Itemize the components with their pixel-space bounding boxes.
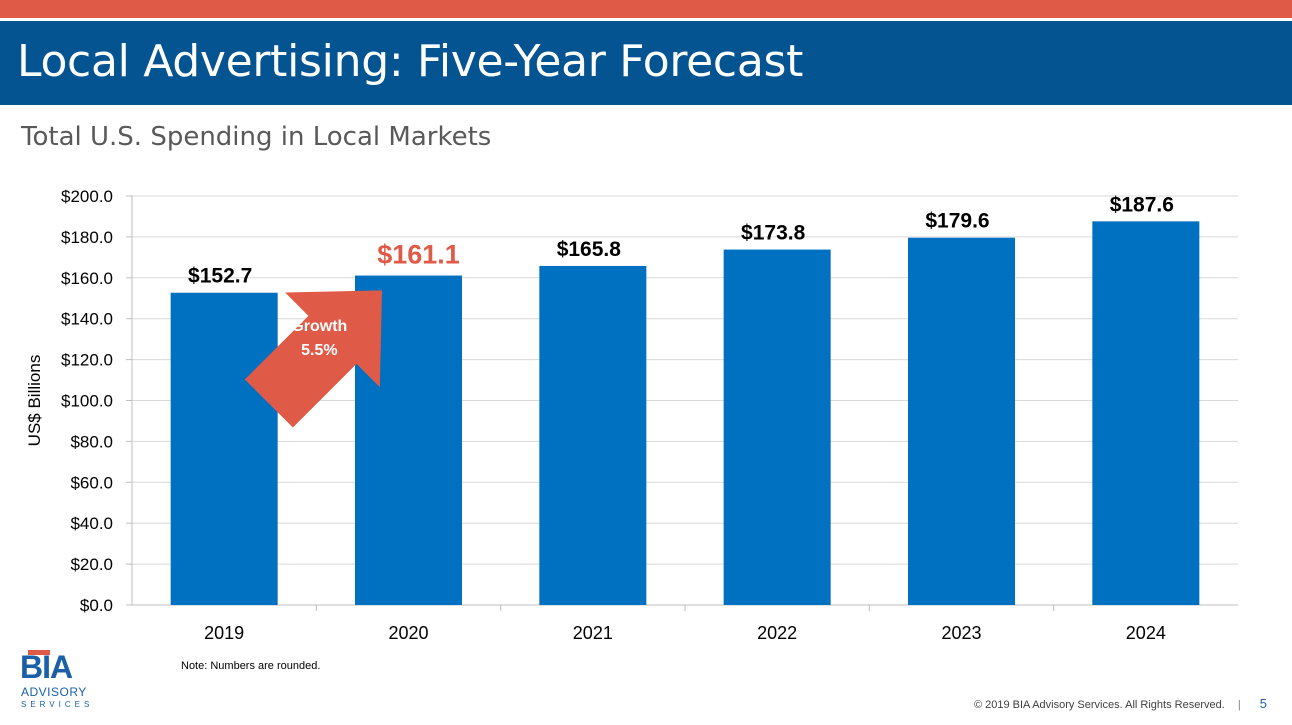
logo-advisory-text: ADVISORY	[21, 685, 87, 699]
x-tick-label: 2022	[757, 623, 797, 643]
title-bar: Local Advertising: Five-Year Forecast	[0, 21, 1292, 105]
page-number: 5	[1259, 696, 1267, 711]
y-tick-label: $140.0	[61, 310, 113, 329]
y-tick-label: $160.0	[61, 269, 113, 288]
growth-arrow-shape	[244, 290, 382, 428]
footer: © 2019 BIA Advisory Services. All Rights…	[974, 696, 1267, 711]
page-title: Local Advertising: Five-Year Forecast	[17, 36, 804, 87]
y-tick-label: $100.0	[61, 392, 113, 411]
bar-2021	[539, 265, 647, 605]
y-tick-label: $200.0	[61, 187, 113, 206]
logo-services-text: SERVICES	[21, 700, 94, 709]
x-tick-label: 2021	[573, 623, 613, 643]
x-tick-label: 2020	[388, 623, 428, 643]
x-tick-label: 2023	[941, 623, 981, 643]
top-accent-stripe	[0, 0, 1292, 18]
logo-bia-text: BIA	[20, 649, 73, 685]
y-tick-label: $180.0	[61, 228, 113, 247]
data-label-2023: $179.6	[925, 210, 989, 233]
x-tick-label: 2019	[204, 623, 244, 643]
bar-2023	[908, 237, 1015, 605]
bar-2024	[1092, 221, 1200, 605]
x-tick-label: 2024	[1126, 623, 1166, 643]
growth-annotation-label: Growth	[291, 318, 347, 335]
stripe-divider	[0, 18, 1292, 21]
copyright-text: © 2019 BIA Advisory Services. All Rights…	[973, 699, 1225, 711]
y-tick-label: $20.0	[70, 555, 113, 574]
data-label-2024: $187.6	[1110, 193, 1174, 216]
y-tick-label: $120.0	[61, 351, 113, 370]
rounding-note: Note: Numbers are rounded.	[181, 660, 321, 672]
logo-accent-mark	[28, 650, 50, 655]
bar-2019	[170, 292, 278, 605]
bar-2022	[723, 249, 831, 605]
data-label-2019: $152.7	[188, 265, 252, 288]
y-tick-label: $40.0	[70, 514, 113, 533]
y-tick-label: $60.0	[70, 473, 113, 492]
growth-arrow	[244, 290, 382, 428]
footer-separator: |	[1237, 699, 1241, 711]
data-label-2021: $165.8	[557, 238, 622, 261]
bia-logo: BIA ADVISORY SERVICES	[20, 650, 100, 712]
data-label-2020: $161.1	[377, 240, 460, 270]
bar-chart: $0.0 $20.0 $40.0 $60.0 $80.0 $100.0 $120.0 $140…	[25, 187, 1238, 643]
y-tick-label: $0.0	[80, 596, 113, 615]
y-axis-title: US$ Billions	[25, 355, 44, 447]
chart-subtitle: Total U.S. Spending in Local Markets	[21, 122, 492, 152]
growth-annotation-value: 5.5%	[301, 342, 337, 359]
y-tick-label: $80.0	[70, 432, 113, 451]
data-label-2022: $173.8	[741, 222, 806, 245]
